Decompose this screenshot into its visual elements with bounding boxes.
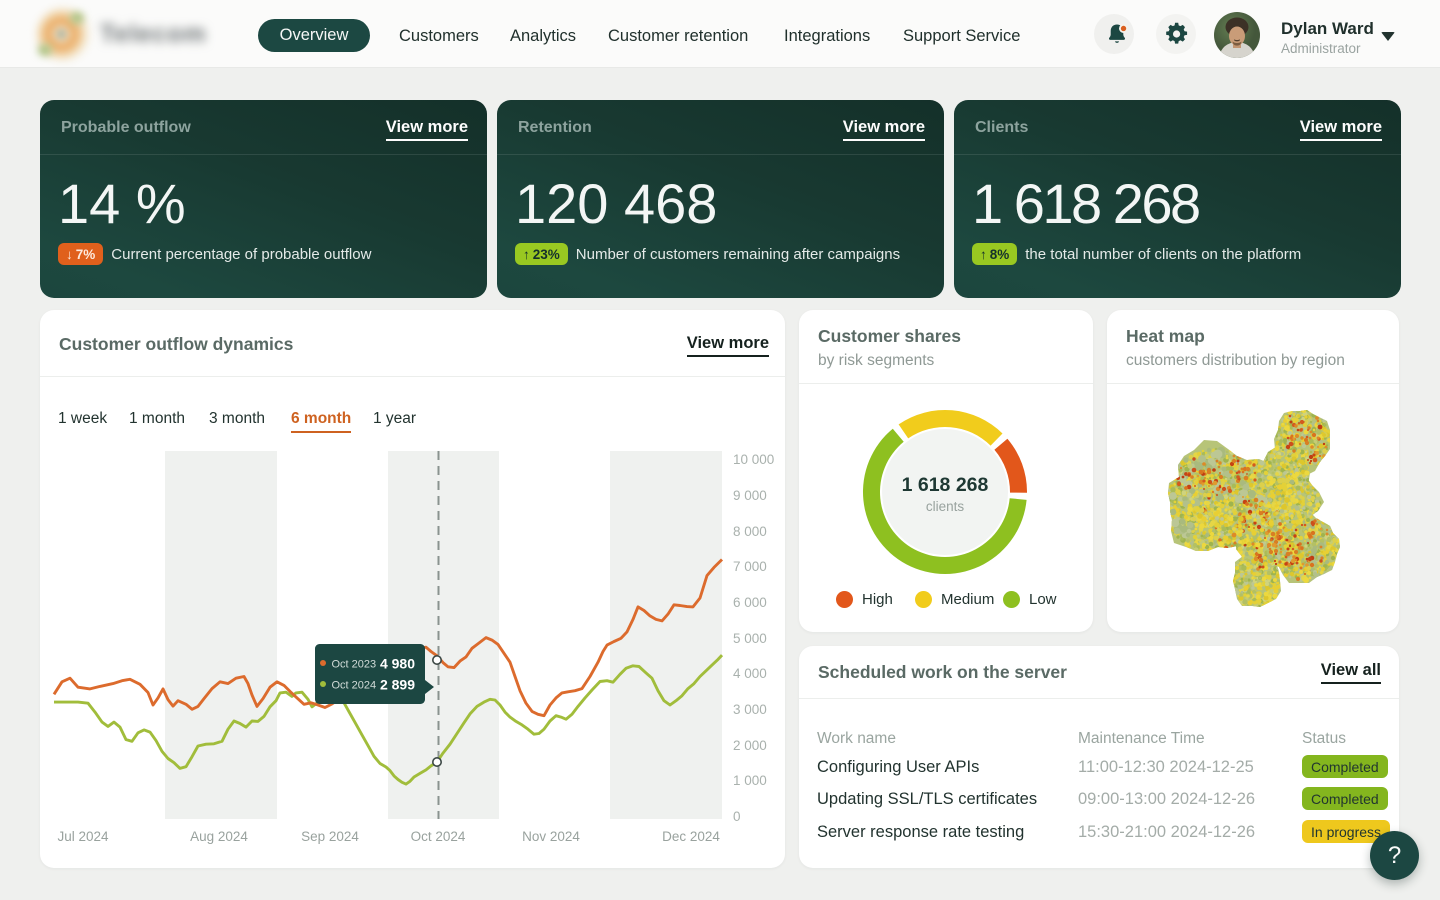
svg-text:Oct 2024: Oct 2024 [332, 680, 377, 692]
svg-text:Aug 2024: Aug 2024 [190, 829, 248, 844]
svg-text:Nov 2024: Nov 2024 [522, 829, 580, 844]
svg-text:clients: clients [926, 499, 965, 514]
svg-text:Dec 2024: Dec 2024 [662, 829, 720, 844]
svg-text:10 000: 10 000 [733, 452, 774, 467]
svg-text:Sep 2024: Sep 2024 [301, 829, 359, 844]
svg-text:Jul 2024: Jul 2024 [57, 829, 109, 844]
svg-text:1 000: 1 000 [733, 773, 767, 788]
svg-text:7 000: 7 000 [733, 559, 767, 574]
svg-text:9 000: 9 000 [733, 488, 767, 503]
svg-text:5 000: 5 000 [733, 631, 767, 646]
svg-text:0: 0 [733, 809, 741, 824]
svg-text:6 000: 6 000 [733, 595, 767, 610]
svg-text:1 618 268: 1 618 268 [902, 474, 989, 496]
svg-text:2 899: 2 899 [380, 677, 415, 693]
svg-text:8 000: 8 000 [733, 524, 767, 539]
svg-text:4 980: 4 980 [380, 656, 415, 672]
svg-text:Oct 2024: Oct 2024 [411, 829, 466, 844]
svg-text:Oct 2023: Oct 2023 [332, 659, 377, 671]
svg-text:2 000: 2 000 [733, 738, 767, 753]
svg-text:4 000: 4 000 [733, 666, 767, 681]
svg-text:3 000: 3 000 [733, 702, 767, 717]
